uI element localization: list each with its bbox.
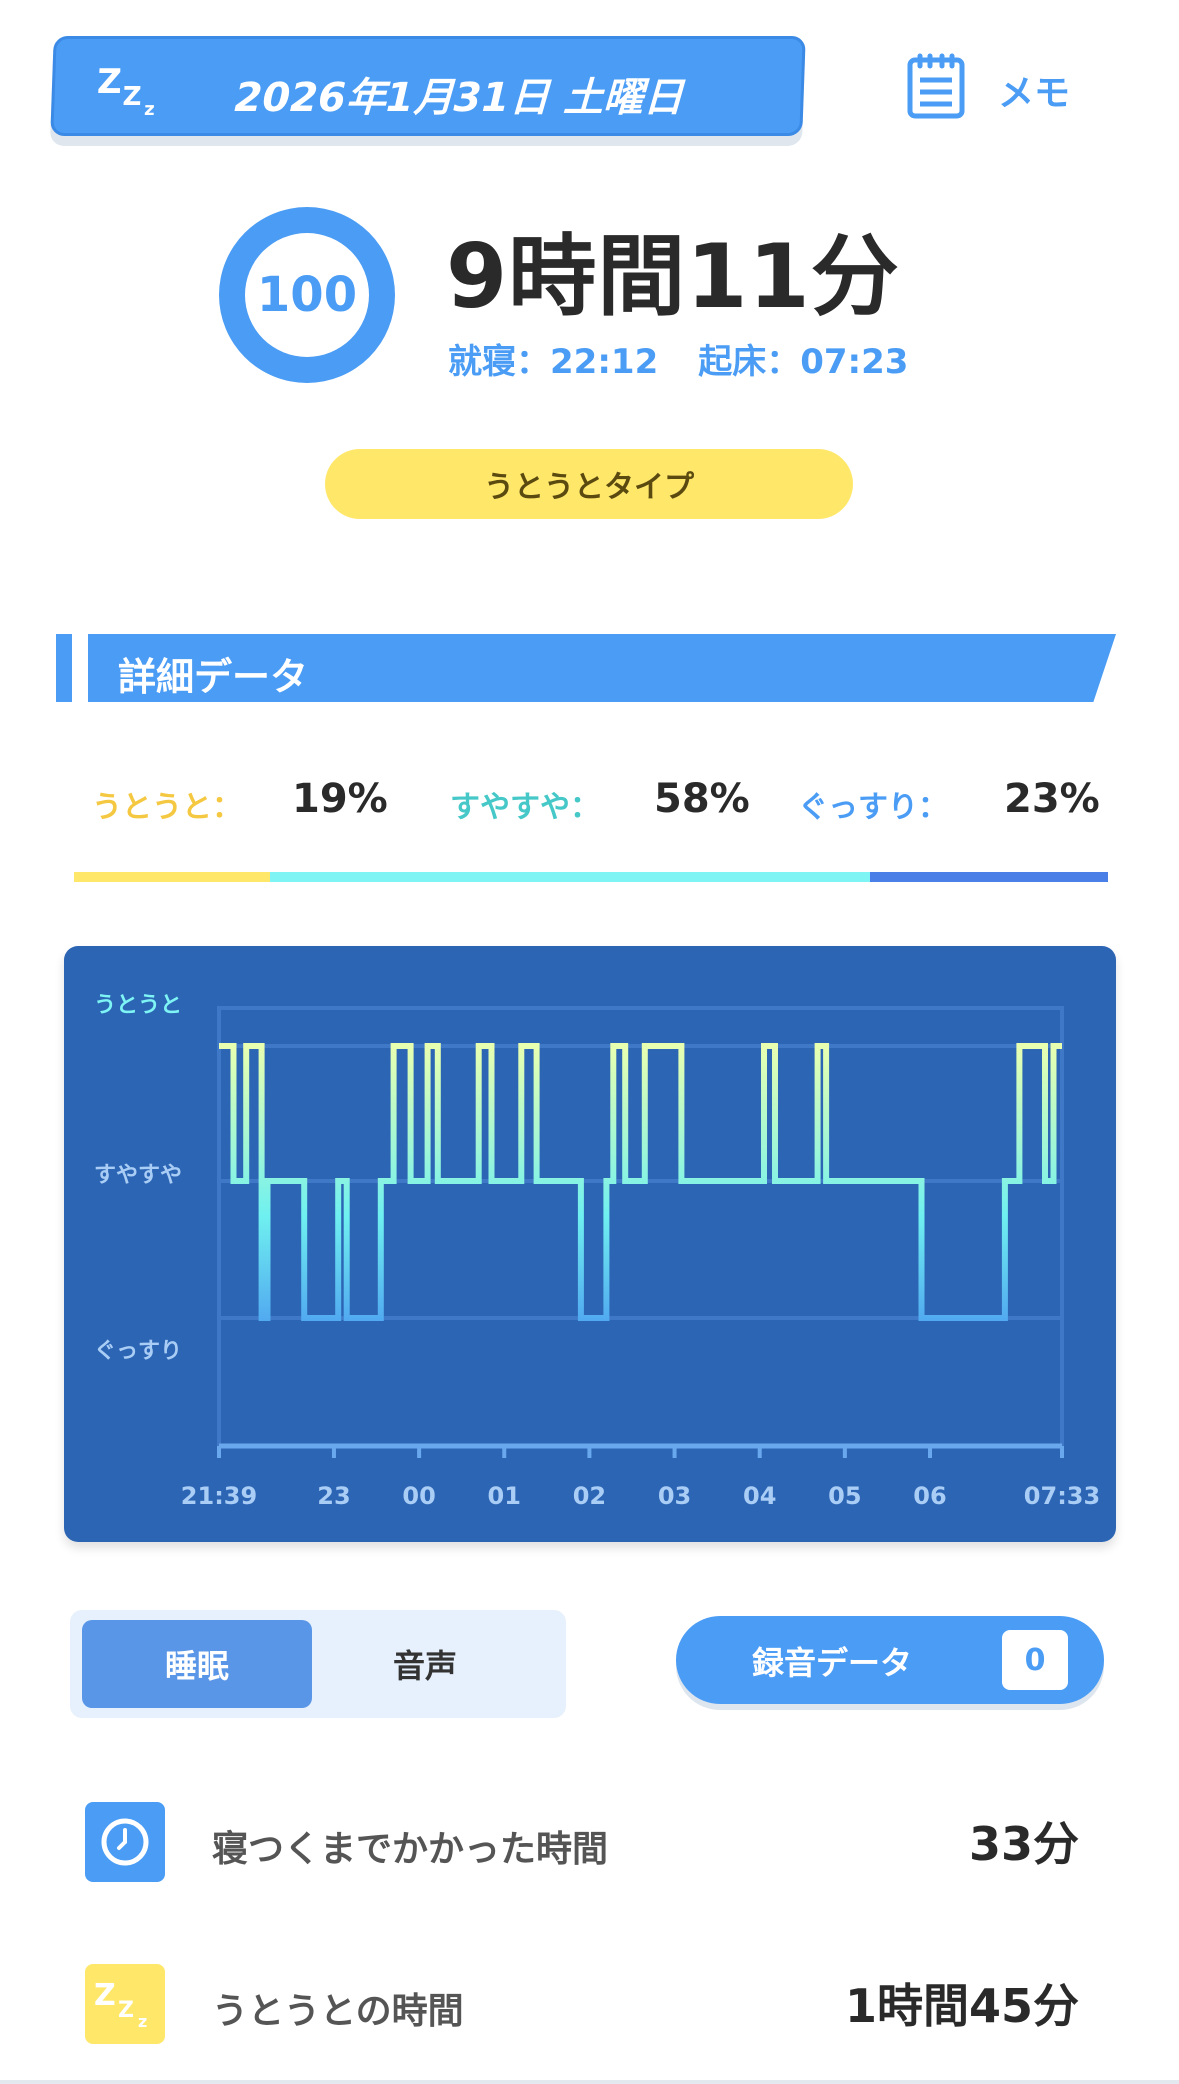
x-tick-label: 21:39: [181, 1482, 257, 1510]
stage-ratio-bar: [74, 872, 1108, 882]
date-label: 2026年1月31日 土曜日: [233, 75, 685, 121]
stat-row-sleep-latency[interactable]: 寝つくまでかかった時間 33分: [0, 1802, 1179, 1882]
y-level-label: うとうと: [94, 993, 182, 1018]
ratio-segment-0: [74, 872, 271, 882]
section-accent: [56, 634, 72, 702]
ratio-segment-1: [270, 872, 871, 882]
svg-text:z: z: [138, 2012, 147, 2031]
zzz-icon: Z Z z: [96, 62, 155, 120]
stat-label: うとうとの時間: [212, 1991, 464, 2032]
stage-label-light: うとうと：: [92, 790, 242, 825]
x-tick-label: 07:33: [1024, 1482, 1100, 1510]
clock-icon: [85, 1802, 165, 1882]
sleep-duration: 9時間11分: [446, 225, 900, 328]
section-title: 詳細データ: [118, 655, 309, 699]
stat-row-light-sleep[interactable]: Z Z z うとうとの時間 1時間45分: [0, 1964, 1179, 2044]
sleep-score: 100: [245, 233, 369, 357]
zzz-icon: Z Z z: [85, 1964, 165, 2044]
x-tick-label: 00: [402, 1482, 435, 1510]
tab-sleep[interactable]: 睡眠: [82, 1620, 312, 1708]
svg-text:Z: Z: [122, 82, 142, 112]
x-tick-label: 02: [573, 1482, 606, 1510]
y-level-label: ぐっすり: [94, 1339, 182, 1364]
x-tick-label: 03: [658, 1482, 691, 1510]
x-tick-label: 01: [488, 1482, 521, 1510]
y-level-label: すやすや: [94, 1163, 182, 1188]
stage-value-normal: 58%: [654, 776, 750, 822]
notepad-icon: [907, 53, 965, 119]
x-tick-label: 05: [828, 1482, 861, 1510]
svg-text:Z: Z: [118, 1998, 134, 2023]
memo-button[interactable]: メモ: [906, 52, 1106, 122]
divider: [0, 2080, 1179, 2084]
svg-text:Z: Z: [96, 62, 122, 102]
stage-value-deep: 23%: [1004, 776, 1100, 822]
sleep-type-badge: うとうとタイプ: [325, 449, 853, 519]
x-tick-label: 04: [743, 1482, 776, 1510]
wake-time: 起床：07:23: [698, 342, 909, 382]
tab-audio[interactable]: 音声: [392, 1647, 457, 1685]
recording-count-badge: 0: [1002, 1630, 1068, 1690]
bedtime: 就寝：22:12: [448, 342, 659, 382]
x-tick-label: 06: [913, 1482, 946, 1510]
stage-value-light: 19%: [292, 776, 388, 822]
svg-text:Z: Z: [94, 1978, 116, 2013]
sleep-times: 就寝：22:12 起床：07:23: [448, 334, 908, 383]
sleep-chart: うとうとすやすやぐっすり 21:39 23 00 01 02 03 04 05 06 07:33: [64, 946, 1116, 1542]
sleep-score-ring: 100: [219, 207, 395, 383]
stage-label-deep: ぐっすり：: [798, 790, 948, 825]
stage-percentages: うとうと： 19% すやすや： 58% ぐっすり： 23%: [0, 776, 1179, 826]
x-tick-label: 23: [317, 1482, 350, 1510]
sleep-stage-line: [219, 1043, 1062, 1321]
stage-label-normal: すやすや：: [450, 790, 600, 825]
recording-label: 録音データ: [752, 1644, 913, 1682]
stat-label: 寝つくまでかかった時間: [212, 1829, 609, 1870]
stat-value: 1時間45分: [844, 1979, 1079, 2033]
memo-label: メモ: [998, 73, 1071, 114]
svg-text:z: z: [144, 99, 155, 120]
date-banner[interactable]: Z Z z 2026年1月31日 土曜日: [50, 36, 806, 136]
stat-value: 33分: [968, 1817, 1079, 1871]
view-toggle: 睡眠 音声: [70, 1610, 566, 1718]
ratio-segment-2: [870, 872, 1108, 882]
section-header: 詳細データ: [88, 634, 1116, 702]
recording-data-button[interactable]: 録音データ 0: [676, 1616, 1104, 1704]
